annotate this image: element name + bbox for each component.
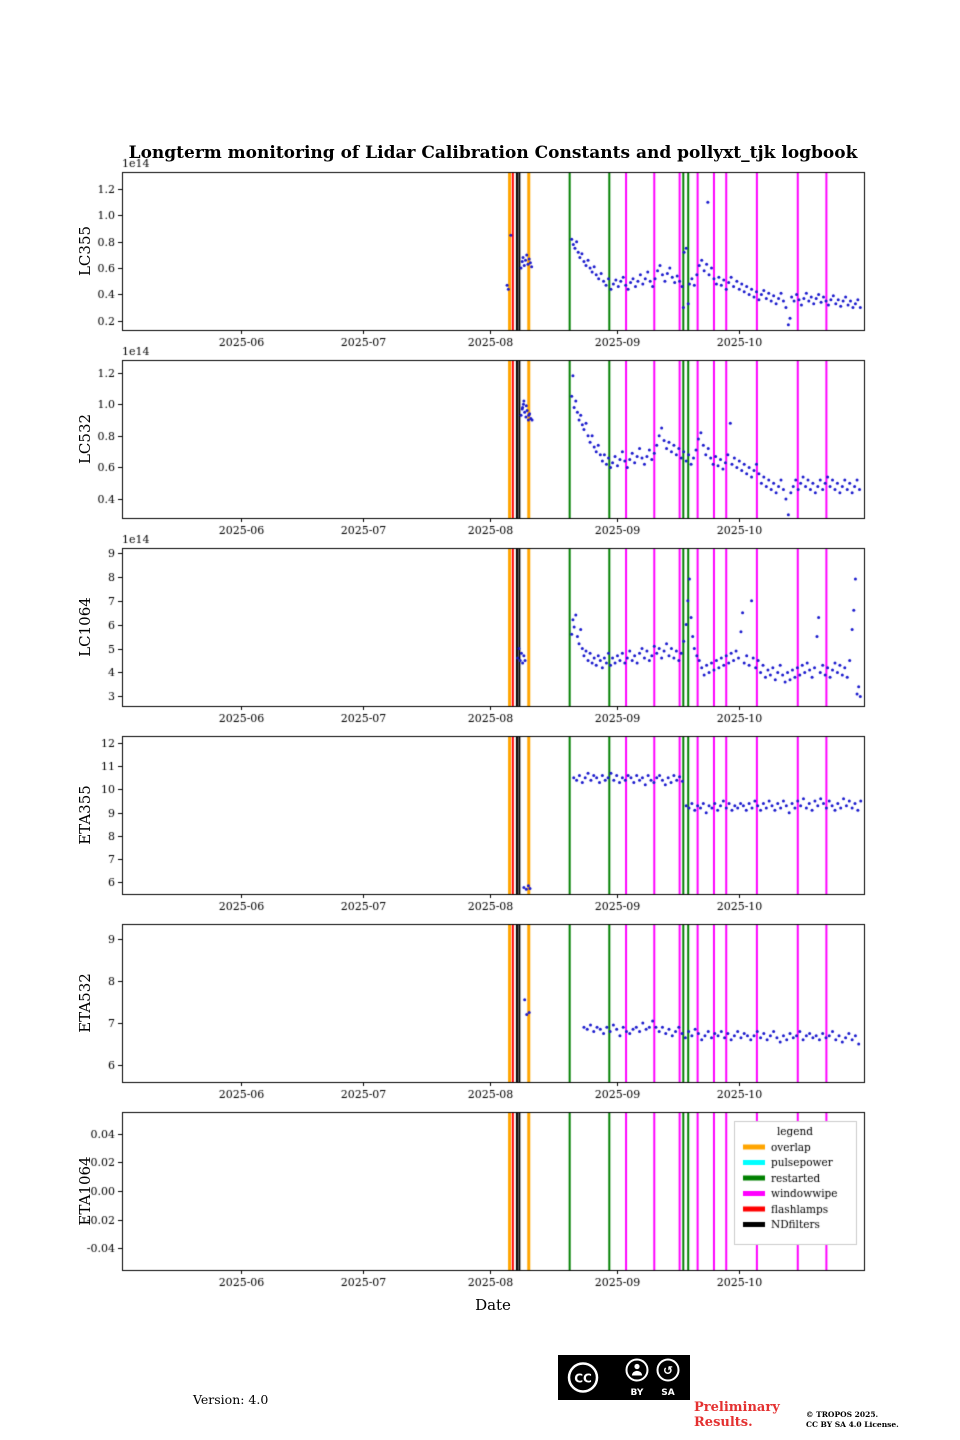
cc-icon <box>567 1362 599 1393</box>
copyright-line-1: © TROPOS 2025. <box>806 1410 879 1419</box>
sa-label: SA <box>661 1388 674 1398</box>
svg-text:↺: ↺ <box>663 1364 673 1378</box>
cc-icon-label: CC <box>574 1372 592 1386</box>
chart-canvas <box>0 0 960 1330</box>
version-text: Version: 4.0 <box>193 1392 269 1407</box>
copyright-line-2: CC BY SA 4.0 License. <box>806 1420 899 1429</box>
copyright-note: © TROPOS 2025. CC BY SA 4.0 License. <box>806 1410 899 1430</box>
share-alike-icon: ↺ <box>656 1358 680 1382</box>
cc-by-sa-badge: CC BY ↺ SA <box>558 1355 690 1400</box>
preliminary-line-1: Preliminary <box>694 1400 780 1415</box>
preliminary-line-2: Results. <box>694 1415 753 1430</box>
xaxis-label: Date <box>475 1296 511 1314</box>
preliminary-note: Preliminary Results. <box>694 1400 780 1430</box>
person-icon <box>625 1358 649 1382</box>
by-label: BY <box>631 1388 644 1398</box>
